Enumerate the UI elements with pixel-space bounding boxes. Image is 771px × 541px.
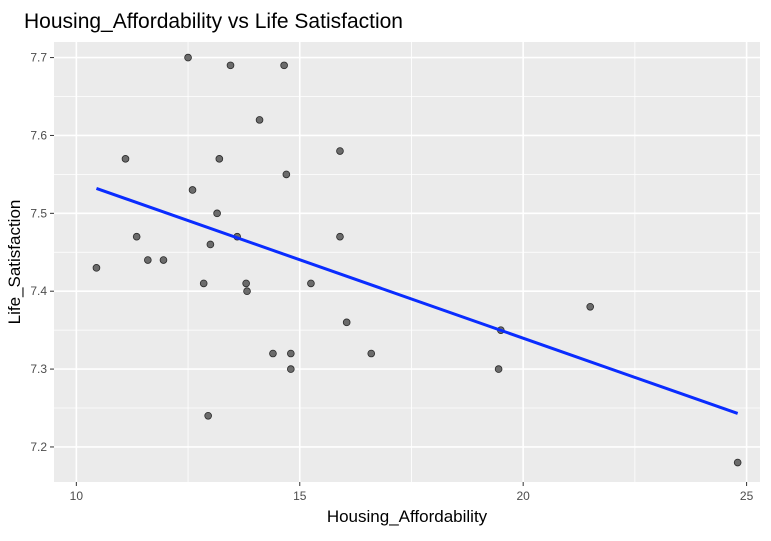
x-tick-label: 20	[516, 489, 530, 503]
data-point	[159, 256, 168, 264]
trend-line-group	[95, 186, 739, 415]
y-tick-label: 7.4	[30, 284, 47, 298]
data-point	[336, 232, 344, 241]
data-point	[282, 170, 291, 179]
y-axis-title: Life_Satisfaction	[5, 200, 24, 325]
minor-gridlines	[54, 42, 760, 482]
y-tick-label: 7.3	[30, 362, 47, 376]
data-point	[226, 61, 235, 70]
data-point	[92, 264, 101, 272]
x-tick-label: 10	[70, 489, 84, 503]
data-point	[188, 186, 197, 194]
data-point	[367, 349, 376, 358]
data-point	[494, 365, 503, 373]
plot-panel	[54, 42, 760, 482]
data-point	[132, 232, 141, 241]
chart-title: Housing_Affordability vs Life Satisfacti…	[24, 10, 403, 33]
data-point	[336, 147, 344, 155]
x-tick-label: 15	[293, 489, 307, 503]
data-point	[144, 256, 152, 264]
data-point	[287, 365, 295, 373]
data-point	[121, 155, 130, 163]
x-tick-label: 25	[740, 489, 754, 503]
y-tick-label: 7.6	[30, 128, 47, 142]
data-point	[215, 155, 224, 163]
data-point	[204, 412, 212, 420]
data-point	[243, 287, 251, 296]
data-point	[255, 116, 264, 124]
y-axis-ticks: 7.2 7.3 7.4 7.5 7.6 7.7	[30, 51, 54, 454]
data-point	[213, 209, 221, 218]
data-point	[280, 61, 288, 70]
data-point	[586, 302, 595, 311]
y-tick-label: 7.2	[30, 440, 47, 454]
x-axis-title: Housing_Affordability	[327, 507, 488, 526]
y-tick-label: 7.7	[30, 51, 47, 65]
major-gridlines	[54, 42, 760, 482]
data-point	[342, 318, 351, 327]
trend-line	[95, 186, 739, 415]
data-point	[206, 240, 215, 249]
data-point	[184, 53, 192, 62]
data-point	[287, 349, 295, 358]
data-points	[92, 53, 742, 467]
data-point	[242, 279, 250, 288]
data-point	[307, 279, 315, 288]
y-tick-label: 7.5	[30, 206, 47, 220]
data-point	[199, 279, 208, 288]
data-point	[269, 349, 277, 358]
x-axis-ticks: 10 15 20 25	[70, 482, 754, 503]
data-point	[733, 458, 742, 467]
